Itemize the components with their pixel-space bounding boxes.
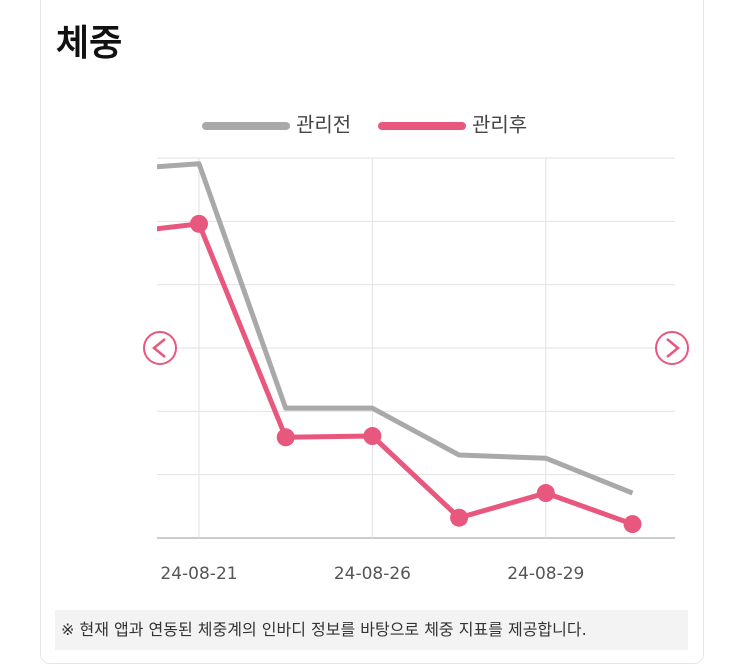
title: 체중 — [56, 23, 123, 64]
x-tick-label: 24-08-26 — [334, 564, 411, 584]
chart: 24-08-21 24-08-26 24-08-29 관리전 관리후 — [103, 113, 689, 584]
note: ※ 현재 앱과 연동된 체중계의 인바디 정보를 바탕으로 체중 지표를 제공합… — [55, 610, 688, 650]
point — [363, 427, 382, 446]
scroll-button[interactable] — [143, 331, 177, 365]
point — [450, 508, 469, 527]
scroll-button-icon — [666, 338, 680, 358]
plot — [103, 161, 642, 534]
scroll-button-circle — [143, 331, 177, 365]
legend-label: 관리후 — [472, 113, 527, 137]
x-tick-label: 24-08-21 — [160, 564, 237, 584]
scroll-button-icon — [152, 338, 166, 358]
point — [536, 484, 555, 503]
legend-label: 관리전 — [296, 113, 351, 137]
point — [623, 515, 642, 534]
point — [190, 214, 208, 233]
x-tick-label: 24-08-29 — [507, 564, 584, 584]
scroll-button-circle — [655, 331, 689, 365]
line — [157, 161, 634, 496]
point — [276, 428, 295, 447]
scroll-button[interactable] — [655, 331, 689, 365]
point — [103, 225, 121, 243]
